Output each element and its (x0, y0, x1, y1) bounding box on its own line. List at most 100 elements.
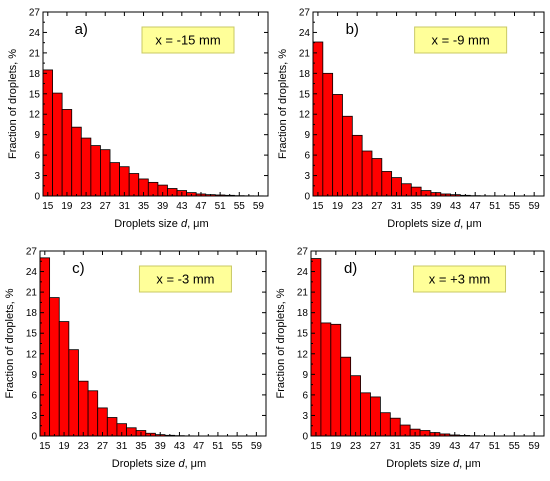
annotation-box (138, 265, 232, 293)
bar (370, 396, 381, 437)
x-tick-label: 55 (234, 201, 246, 212)
x-tick-label: 15 (310, 441, 322, 452)
bar (320, 322, 332, 437)
x-tick-label: 51 (489, 201, 501, 212)
y-tick-label: 24 (26, 267, 38, 278)
y-tick-label: 27 (299, 8, 311, 19)
bar (147, 181, 159, 197)
bar (340, 356, 352, 437)
x-tick-label: 47 (469, 441, 481, 452)
y-tick-label: 24 (299, 28, 311, 39)
bar (351, 134, 363, 197)
x-tick-label: 23 (350, 441, 362, 452)
bar (119, 166, 130, 197)
bar (109, 162, 120, 197)
bar (71, 126, 82, 197)
bar (128, 173, 140, 197)
y-tick-label: 0 (302, 432, 308, 443)
bar (342, 115, 353, 197)
y-tick-label: 27 (29, 8, 41, 19)
y-axis-title: Fraction of droplets, % (4, 288, 16, 398)
x-tick-label: 15 (312, 201, 324, 212)
x-tick-label: 19 (330, 441, 342, 452)
y-tick-label: 12 (29, 110, 41, 121)
bar (310, 258, 322, 437)
panel-label: d) (344, 260, 357, 277)
bar (49, 297, 60, 437)
annotation-text: x = -9 mm (432, 33, 490, 48)
bar (52, 92, 63, 197)
x-tick-label: 39 (155, 441, 167, 452)
bar (322, 72, 334, 197)
x-tick-label: 27 (97, 441, 109, 452)
chart-panel-3: 0 3 6 9 12 15 18 21 24 27 15 19 23 27 31 35 39 43 47 51 55 59… (4, 247, 267, 470)
y-tick-label: 27 (297, 247, 309, 258)
bar (42, 69, 53, 197)
bar (332, 94, 343, 197)
x-tick-label: 31 (391, 201, 403, 212)
bar (379, 412, 391, 437)
bar (39, 257, 51, 437)
x-tick-label: 23 (352, 201, 364, 212)
y-axis-title: Fraction of droplets, % (275, 288, 287, 398)
x-tick-label: 59 (251, 441, 263, 452)
x-tick-label: 43 (450, 201, 462, 212)
y-tick-label: 24 (29, 28, 41, 39)
bar (100, 149, 111, 197)
x-tick-label: 35 (410, 441, 422, 452)
x-tick-label: 55 (509, 201, 521, 212)
x-tick-label: 39 (157, 201, 169, 212)
y-tick-label: 9 (304, 130, 310, 141)
y-tick-label: 9 (31, 370, 37, 381)
bar (361, 150, 373, 197)
bar (61, 109, 73, 197)
bar (90, 145, 101, 197)
y-tick-label: 0 (34, 192, 40, 203)
bar (312, 41, 324, 197)
x-tick-label: 39 (429, 441, 441, 452)
bar (350, 375, 361, 437)
x-tick-label: 27 (371, 201, 383, 212)
bar (360, 392, 371, 437)
annotation-text: x = -15 mm (155, 33, 220, 48)
annotation-box (413, 265, 507, 293)
y-tick-label: 12 (297, 349, 309, 360)
y-tick-label: 21 (299, 48, 311, 59)
x-tick-label: 27 (100, 201, 112, 212)
x-tick-label: 35 (411, 201, 423, 212)
y-tick-label: 21 (26, 288, 38, 299)
bar (330, 323, 342, 437)
y-tick-label: 3 (302, 411, 308, 422)
x-tick-label: 23 (81, 201, 93, 212)
y-tick-label: 3 (34, 171, 40, 182)
y-tick-label: 18 (297, 308, 309, 319)
chart-panel-2: 0 3 6 9 12 15 18 21 24 27 15 19 23 27 31 35 39 43 47 51 55 59… (277, 8, 545, 230)
x-tick-label: 43 (176, 201, 188, 212)
panel-label: a) (75, 21, 88, 38)
x-tick-label: 43 (174, 441, 186, 452)
bar (78, 380, 89, 437)
x-tick-label: 51 (212, 441, 224, 452)
y-tick-label: 3 (31, 411, 37, 422)
x-tick-label: 35 (135, 441, 147, 452)
y-tick-label: 18 (299, 69, 311, 80)
x-tick-label: 51 (489, 441, 501, 452)
bar (106, 417, 118, 437)
chart-panel-1: 0 3 6 9 12 15 18 21 24 27 15 19 23 27 31 35 39 43 47 51 55 59… (7, 8, 269, 230)
x-tick-label: 55 (232, 441, 244, 452)
x-tick-label: 19 (58, 441, 70, 452)
bar (87, 390, 99, 437)
y-tick-label: 21 (29, 48, 41, 59)
y-tick-label: 18 (29, 69, 41, 80)
x-tick-label: 51 (215, 201, 227, 212)
x-tick-label: 23 (78, 441, 90, 452)
y-tick-label: 15 (29, 89, 41, 100)
annotation-box (414, 26, 508, 54)
annotation-text: x = +3 mm (429, 272, 490, 287)
x-tick-label: 31 (390, 441, 402, 452)
bar (97, 407, 108, 437)
y-tick-label: 0 (31, 432, 37, 443)
y-tick-label: 9 (34, 130, 40, 141)
y-tick-label: 12 (26, 349, 38, 360)
